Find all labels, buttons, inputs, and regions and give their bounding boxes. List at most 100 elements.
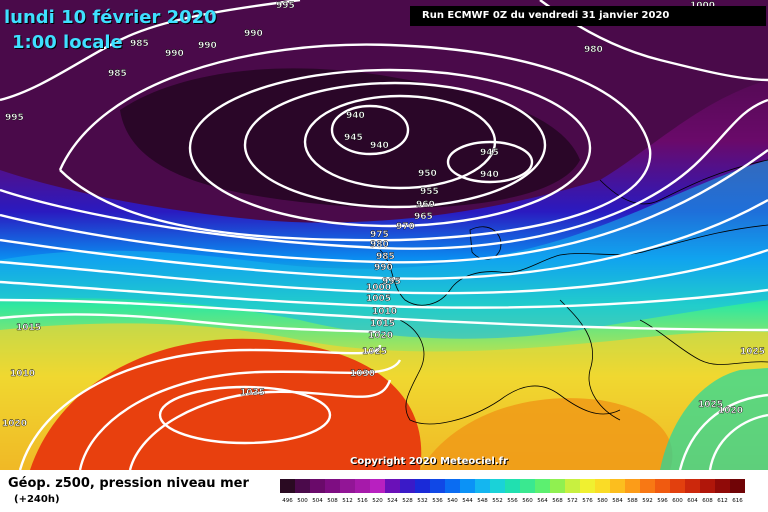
isobar-950 [303,94,497,190]
scale-tick-label: 588 [627,498,638,504]
legend-footer: Géop. z500, pression niveau mer (+240h) … [0,470,768,512]
pressure-label: 1020 [2,419,27,429]
scale-swatch [280,479,295,493]
pressure-label: 1015 [16,323,41,333]
band-warm-east [420,398,673,470]
pressure-label: 940 [480,170,499,180]
pressure-label: 995 [5,113,24,123]
scale-swatch [685,479,700,493]
isobar-995-north [0,0,301,102]
pressure-label: 990 [198,41,217,51]
pressure-label: 1035 [240,388,265,398]
map-canvas: 995 985 990 990 990 985 995 940 945 940 … [0,0,768,470]
scale-tick-label: 584 [612,498,623,504]
pressure-label: 1010 [10,369,35,379]
scale-swatch [715,479,730,493]
scale-swatch [670,479,685,493]
pressure-label: 990 [244,29,263,39]
scale-swatch [730,479,745,493]
scale-tick-label: 544 [462,498,473,504]
scale-tick-label: 520 [372,498,383,504]
scale-swatch [475,479,490,493]
scale-swatch [640,479,655,493]
scale-swatch [625,479,640,493]
scale-swatch [580,479,595,493]
pressure-label: 970 [396,222,415,232]
scale-swatch [355,479,370,493]
scale-swatch [520,479,535,493]
legend-title: Géop. z500, pression niveau mer [8,476,249,491]
pressure-labels: 995 985 990 990 990 985 995 940 945 940 … [2,1,765,429]
forecast-date-title: lundi 10 février 2020 [4,7,217,28]
pressure-label: 1010 [372,307,397,317]
scale-swatch [370,479,385,493]
coastlines [379,159,768,425]
pressure-label: 1030 [350,369,375,379]
scale-tick-label: 556 [507,498,518,504]
isobar-1030 [128,379,392,470]
scale-tick-label: 500 [297,498,308,504]
pressure-label: 980 [584,45,603,55]
scale-swatch [340,479,355,493]
pressure-label: 1020 [718,406,743,416]
scale-tick-label: 608 [702,498,713,504]
low-core [120,68,580,208]
pressure-label: 1020 [368,331,393,341]
scale-tick-label: 508 [327,498,338,504]
scale-tick-label: 552 [492,498,503,504]
scale-tick-label: 564 [537,498,548,504]
isobar-980 [58,43,652,242]
scale-swatch [400,479,415,493]
isobar-995 [0,198,768,280]
forecast-time-title: 1:00 locale [12,32,123,53]
scale-swatch [430,479,445,493]
scale-tick-label: 532 [417,498,428,504]
scale-tick-label: 592 [642,498,653,504]
scale-tick-label: 548 [477,498,488,504]
scale-swatch [325,479,340,493]
isobar-940 [330,104,410,156]
scale-tick-label: 496 [282,498,293,504]
color-scale: 496 500 504 508 512 516 520 524 528 532 536 540 544 5… [280,479,745,504]
isobar-1025 [78,359,402,470]
scale-tick-label: 560 [522,498,533,504]
isobar-1015 [0,313,381,334]
pressure-label: 995 [382,277,401,287]
scale-tick-label: 512 [342,498,353,504]
model-run-label: Run ECMWF 0Z du vendredi 31 janvier 2020 [410,6,766,26]
scale-tick-label: 516 [357,498,368,504]
scale-swatch [295,479,310,493]
scale-swatch [565,479,580,493]
pressure-label: 1025 [698,400,723,410]
pressure-label: 945 [480,148,499,158]
pressure-label: 1015 [370,319,395,329]
isobar-1005 [0,280,768,309]
scale-swatch [490,479,505,493]
scale-swatch [415,479,430,493]
scale-swatch [610,479,625,493]
pressure-label: 980 [370,240,389,250]
copyright-text: Copyright 2020 Meteociel.fr [350,456,508,467]
isobar-990 [0,149,768,264]
pressure-label: 955 [420,187,439,197]
scale-tick-label: 524 [387,498,398,504]
scale-tick-label: 528 [402,498,413,504]
scale-swatch [310,479,325,493]
pressure-label: 965 [414,212,433,222]
scale-swatch [460,479,475,493]
scale-swatch [535,479,550,493]
scale-tick-label: 616 [732,498,743,504]
pressure-label: 1005 [366,294,391,304]
scale-swatch [385,479,400,493]
pressure-label: 960 [416,200,435,210]
pressure-label: 990 [165,49,184,59]
weather-map: 995 985 990 990 990 985 995 940 945 940 … [0,0,768,470]
pressure-label: 985 [108,69,127,79]
scale-tick-label: 580 [597,498,608,504]
scale-tick-label: 504 [312,498,323,504]
scale-tick-label: 596 [657,498,668,504]
isobar-970 [188,68,592,228]
isobars [0,0,768,470]
pressure-label: 945 [344,133,363,143]
pressure-label: 1025 [740,347,765,357]
